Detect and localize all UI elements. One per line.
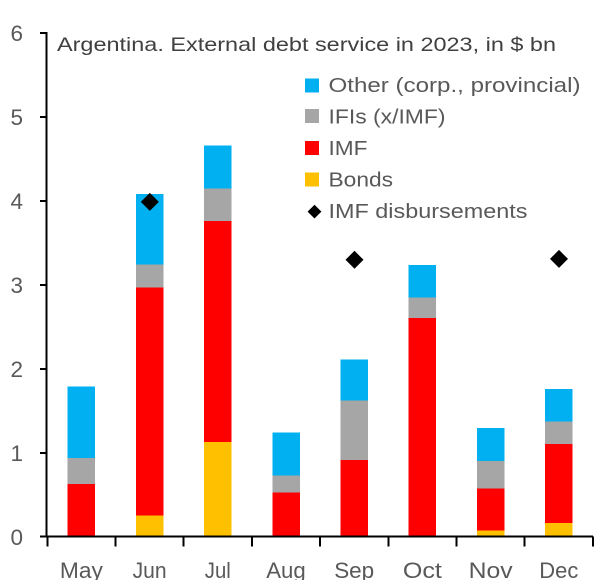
svg-text:Aug: Aug (266, 558, 306, 580)
svg-text:Dec: Dec (539, 558, 578, 580)
svg-text:May: May (60, 558, 104, 580)
svg-text:IMF: IMF (329, 138, 368, 160)
svg-text:Bonds: Bonds (329, 170, 394, 192)
svg-text:0: 0 (10, 525, 23, 550)
svg-text:Argentina. External debt servi: Argentina. External debt service in 2023… (57, 34, 556, 56)
svg-text:Jul: Jul (205, 558, 231, 580)
svg-text:IFIs (x/IMF): IFIs (x/IMF) (329, 107, 446, 129)
svg-text:3: 3 (10, 273, 23, 298)
svg-text:1: 1 (10, 441, 23, 466)
svg-text:Oct: Oct (403, 558, 443, 580)
svg-text:6: 6 (10, 21, 23, 46)
svg-text:Other (corp., provincial): Other (corp., provincial) (329, 75, 581, 97)
svg-text:5: 5 (10, 105, 23, 130)
svg-text:Jun: Jun (133, 558, 167, 580)
svg-text:Nov: Nov (469, 558, 514, 580)
svg-text:IMF disbursements: IMF disbursements (329, 201, 528, 223)
svg-text:2: 2 (10, 357, 23, 382)
svg-text:Sep: Sep (334, 558, 374, 580)
svg-text:4: 4 (10, 189, 23, 214)
